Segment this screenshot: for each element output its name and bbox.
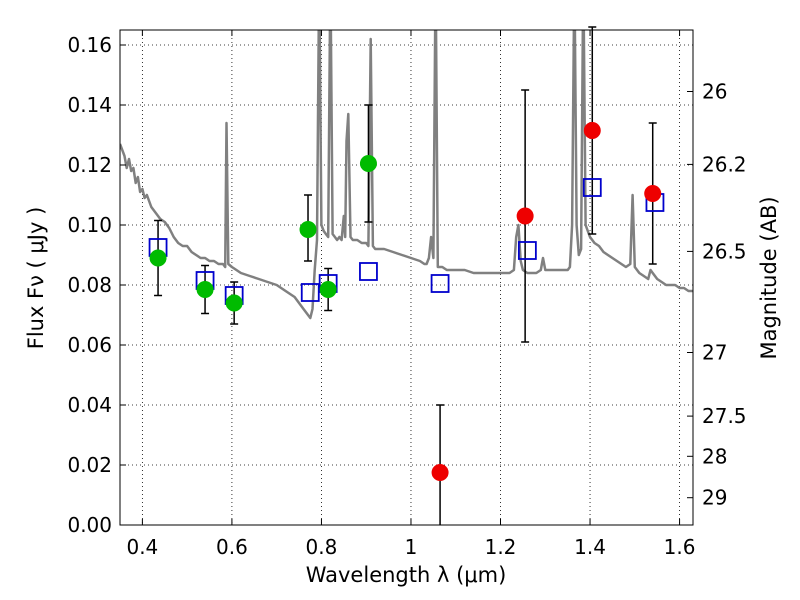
y-tick-label: 0.14	[67, 93, 112, 117]
plot-area	[120, 30, 693, 320]
y-tick-label: 0.16	[67, 33, 112, 57]
magnitude-tick-label: 27.5	[702, 404, 747, 428]
magnitude-tick-label: 27	[702, 341, 727, 365]
x-tick-label: 1.6	[664, 535, 696, 559]
x-tick-label: 1.4	[574, 535, 606, 559]
observed-flux-marker	[196, 281, 214, 298]
magnitude-tick-label: 26.2	[702, 152, 747, 176]
x-axis-title: Wavelength λ (μm)	[306, 563, 507, 587]
x-tick-label: 0.8	[306, 535, 338, 559]
observed-flux-marker	[431, 464, 449, 481]
x-tick-label: 0.4	[126, 535, 158, 559]
tick-labels: 0.4 0.6 0.8 1 1.2 1.4 1.6 0.00 0.02 0.04 0.06 0.08 0…	[67, 33, 746, 559]
observed-flux-marker	[359, 155, 377, 172]
x-tick-label: 1	[405, 535, 418, 559]
magnitude-tick-label: 28	[702, 444, 727, 468]
model-spectrum-line	[120, 30, 693, 320]
observed-flux-marker	[516, 207, 534, 225]
y-axis-title: Flux Fν ( μJy )	[24, 207, 48, 350]
x-tick-label: 0.6	[216, 535, 248, 559]
magnitude-tick-label: 26	[702, 80, 727, 104]
y-tick-label: 0.10	[67, 213, 112, 237]
model-photometry-marker	[517, 241, 537, 260]
right-axis-title: Magnitude (AB)	[757, 196, 781, 359]
grid-lines	[120, 30, 693, 526]
axis-ticks	[120, 30, 693, 526]
magnitude-tick-label: 26.5	[702, 239, 747, 263]
model-photometry-marker	[582, 178, 602, 197]
y-tick-label: 0.06	[67, 333, 112, 357]
magnitude-tick-label: 29	[702, 486, 727, 510]
data-markers	[148, 122, 665, 481]
model-photometry-marker	[430, 274, 450, 293]
y-tick-label: 0.02	[67, 453, 112, 477]
observed-flux-marker	[583, 122, 601, 139]
observed-flux-marker	[644, 185, 662, 202]
x-tick-label: 1.2	[485, 535, 517, 559]
y-tick-label: 0.08	[67, 273, 112, 297]
observed-flux-marker	[319, 281, 337, 298]
model-photometry-marker	[359, 262, 378, 281]
y-tick-label: 0.04	[67, 393, 112, 417]
model-photometry-marker	[300, 283, 320, 302]
observed-flux-marker	[299, 221, 317, 238]
y-tick-label: 0.12	[67, 153, 112, 177]
plot-frame	[119, 29, 694, 526]
observed-flux-marker	[225, 294, 243, 312]
observed-flux-marker	[149, 249, 167, 267]
y-tick-label: 0.00	[67, 513, 112, 537]
